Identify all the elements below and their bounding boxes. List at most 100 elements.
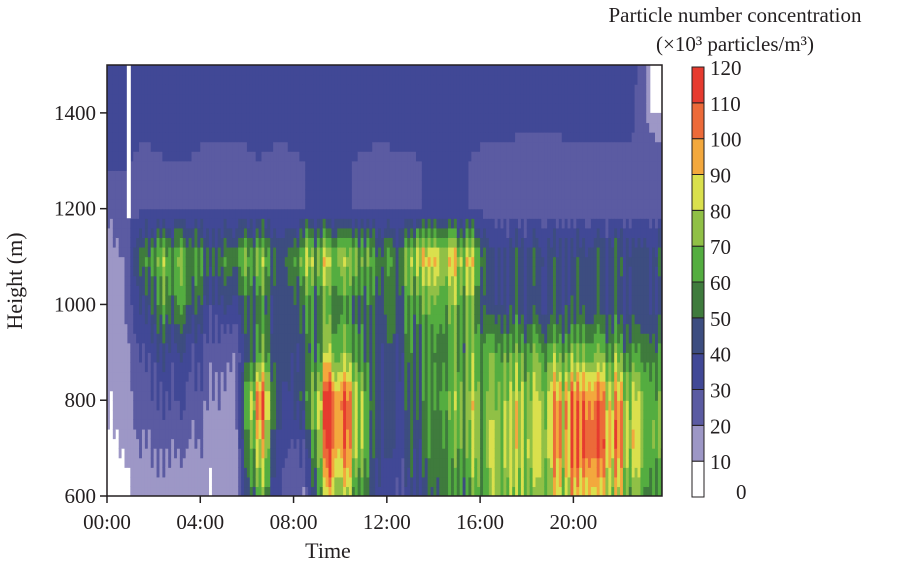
heatmap-cell	[229, 486, 233, 496]
heatmap-cell	[404, 486, 408, 496]
heatmap-cell	[389, 390, 394, 401]
heatmap-cell	[284, 65, 289, 76]
heatmap-cell	[407, 256, 411, 267]
heatmap-cell	[415, 381, 420, 392]
heatmap-cell	[112, 438, 117, 449]
heatmap-cell	[290, 314, 295, 325]
heatmap-cell	[194, 476, 198, 488]
heatmap-cell	[121, 246, 126, 258]
heatmap-cell	[226, 419, 231, 430]
heatmap-cell	[357, 275, 362, 286]
heatmap-cell	[296, 275, 300, 286]
heatmap-cell	[156, 314, 161, 325]
heatmap-cell	[182, 170, 187, 181]
heatmap-cell	[141, 141, 146, 152]
heatmap-cell	[203, 400, 207, 411]
heatmap-cell	[261, 409, 265, 420]
heatmap-cell	[281, 419, 286, 430]
heatmap-cell	[220, 361, 225, 373]
heatmap-cell	[348, 189, 353, 200]
heatmap-cell	[305, 266, 309, 277]
heatmap-cell	[246, 141, 251, 152]
heatmap-cell	[337, 476, 341, 488]
heatmap-cell	[299, 199, 303, 210]
heatmap-cell	[278, 342, 283, 353]
heatmap-cell	[188, 237, 193, 248]
heatmap-cell	[273, 486, 277, 496]
heatmap-cell	[238, 371, 242, 382]
heatmap-cell	[171, 160, 175, 171]
heatmap-cell	[348, 112, 353, 124]
heatmap-cell	[168, 323, 172, 334]
heatmap-cell	[313, 467, 318, 478]
heatmap-cell	[197, 218, 201, 229]
heatmap-cell	[334, 256, 338, 267]
heatmap-cell	[162, 400, 166, 411]
heatmap-cell	[194, 199, 198, 210]
heatmap-cell	[211, 266, 216, 277]
heatmap-cell	[299, 476, 303, 488]
heatmap-cell	[130, 400, 134, 411]
heatmap-cell	[232, 419, 236, 430]
heatmap-cell	[319, 160, 324, 171]
heatmap-cell	[206, 486, 210, 496]
heatmap-cell	[418, 371, 423, 382]
heatmap-cell	[322, 170, 327, 181]
heatmap-cell	[235, 409, 239, 420]
heatmap-cell	[287, 409, 292, 420]
heatmap-cell	[357, 304, 362, 315]
heatmap-cell	[107, 457, 111, 468]
heatmap-cell	[258, 400, 263, 411]
heatmap-cell	[124, 189, 128, 200]
heatmap-cell	[185, 457, 190, 468]
heatmap-cell	[322, 476, 327, 488]
heatmap-cell	[209, 333, 213, 344]
heatmap-cell	[366, 361, 370, 373]
heatmap-cell	[244, 448, 248, 459]
heatmap-cell	[112, 237, 117, 248]
heatmap-cell	[133, 304, 137, 315]
heatmap-cell	[316, 218, 321, 229]
heatmap-cell	[392, 170, 397, 181]
heatmap-cell	[176, 122, 181, 133]
heatmap-cell	[258, 170, 263, 181]
heatmap-cell	[334, 304, 338, 315]
heatmap-cell	[141, 342, 146, 353]
heatmap-cell	[211, 390, 216, 401]
heatmap-cell	[319, 438, 324, 449]
heatmap-cell	[220, 84, 225, 95]
heatmap-cell	[115, 352, 120, 363]
heatmap-cell	[211, 112, 216, 124]
heatmap-cell	[174, 304, 178, 315]
heatmap-cell	[278, 333, 283, 344]
heatmap-cell	[427, 400, 432, 411]
heatmap-cell	[258, 409, 263, 420]
heatmap-cell	[115, 333, 120, 344]
heatmap-cell	[188, 342, 193, 353]
heatmap-cell	[185, 237, 190, 248]
heatmap-cell	[386, 304, 391, 315]
heatmap-cell	[407, 448, 411, 459]
heatmap-cell	[398, 285, 402, 296]
heatmap-cell	[346, 65, 350, 76]
heatmap-cell	[398, 352, 402, 363]
heatmap-cell	[395, 112, 400, 124]
heatmap-cell	[165, 457, 169, 468]
heatmap-cell	[273, 361, 277, 373]
heatmap-cell	[284, 467, 289, 478]
heatmap-cell	[261, 218, 265, 229]
heatmap-cell	[115, 486, 120, 496]
heatmap-cell	[241, 256, 245, 267]
heatmap-cell	[156, 112, 161, 124]
heatmap-cell	[179, 457, 184, 468]
heatmap-cell	[273, 438, 277, 449]
heatmap-cell	[296, 323, 300, 334]
heatmap-cell	[284, 304, 289, 315]
heatmap-cell	[174, 381, 178, 392]
heatmap-cell	[299, 84, 303, 95]
heatmap-cell	[348, 294, 353, 306]
heatmap-cell	[171, 438, 175, 449]
heatmap-cell	[313, 381, 318, 392]
heatmap-cell	[258, 381, 263, 392]
heatmap-cell	[354, 170, 359, 181]
